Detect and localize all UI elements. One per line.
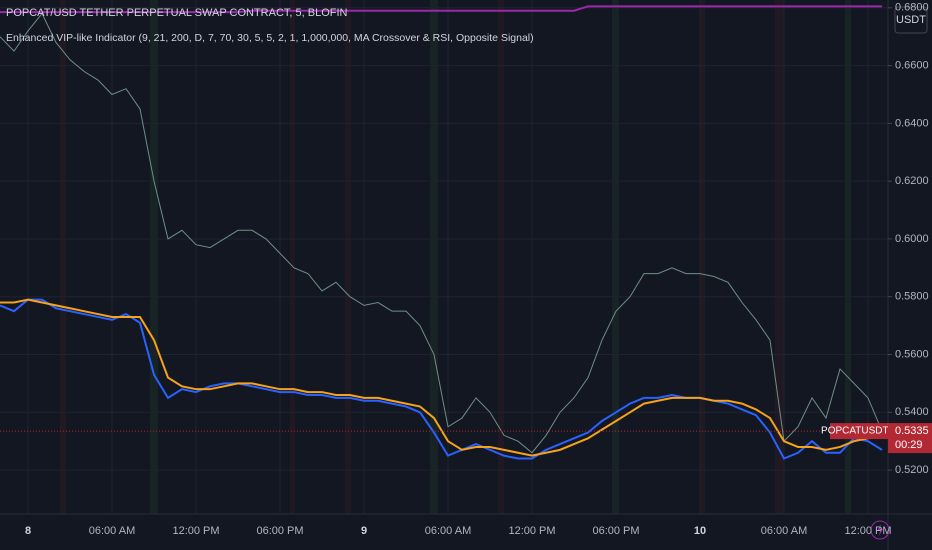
y-tick-label: 0.6800 bbox=[895, 2, 929, 14]
x-tick-label: 12:00 PM bbox=[508, 525, 555, 537]
x-tick-label: 06:00 AM bbox=[425, 525, 471, 537]
y-tick-label: 0.6600 bbox=[895, 59, 929, 71]
x-tick-label: 06:00 PM bbox=[256, 525, 303, 537]
series-line bbox=[0, 12, 883, 454]
x-tick-label: 06:00 AM bbox=[89, 525, 135, 537]
currency-button[interactable] bbox=[894, 6, 928, 34]
x-tick-label: 12:00 PM bbox=[172, 525, 219, 537]
last-price-label: 0.5335 bbox=[895, 425, 929, 437]
x-tick-label: 12:00 PM bbox=[844, 525, 891, 537]
y-tick-label: 0.5600 bbox=[895, 348, 929, 360]
indicator-label: Enhanced VIP-like Indicator (9, 21, 200,… bbox=[6, 32, 534, 44]
chart-title: POPCAT/USD TETHER PERPETUAL SWAP CONTRAC… bbox=[6, 7, 348, 19]
series-line bbox=[0, 298, 883, 460]
lightning-icon[interactable] bbox=[870, 520, 890, 540]
currency-label[interactable]: USDT bbox=[896, 14, 926, 26]
y-tick-label: 0.6000 bbox=[895, 233, 929, 245]
y-tick-label: 0.5200 bbox=[895, 464, 929, 476]
y-tick-label: 0.5400 bbox=[895, 406, 929, 418]
symbol-badge bbox=[830, 423, 888, 440]
plot-area bbox=[0, 0, 888, 514]
y-tick-label: 0.5800 bbox=[895, 291, 929, 303]
symbol-label: POPCATUSDT.P bbox=[821, 426, 897, 437]
x-tick-label: 06:00 PM bbox=[592, 525, 639, 537]
series-line bbox=[0, 5, 882, 14]
price-badge bbox=[888, 423, 932, 454]
series-line bbox=[0, 298, 883, 457]
countdown-label: 00:29 bbox=[895, 439, 923, 451]
lightning-glyph bbox=[877, 524, 883, 536]
x-tick-label: 06:00 AM bbox=[761, 525, 807, 537]
x-tick-label: 8 bbox=[25, 525, 31, 537]
y-tick-label: 0.6200 bbox=[895, 175, 929, 187]
x-tick-label: 10 bbox=[694, 525, 706, 537]
x-tick-label: 9 bbox=[361, 525, 367, 537]
y-tick-label: 0.6400 bbox=[895, 117, 929, 129]
